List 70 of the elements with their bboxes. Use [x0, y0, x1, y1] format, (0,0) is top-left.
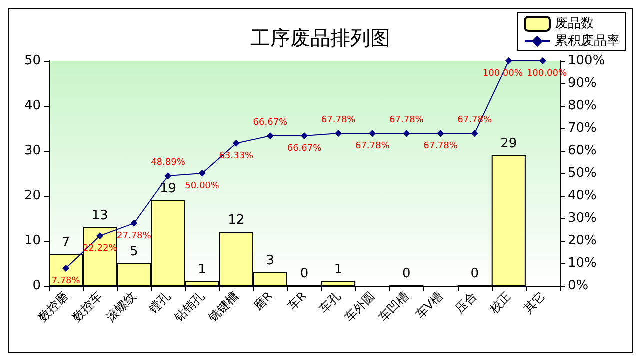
- x-tick-label: 校正: [486, 289, 514, 317]
- data-label: 67.78%: [355, 141, 390, 152]
- x-tick-label: 铣键槽: [205, 289, 242, 326]
- data-label: 50.00%: [185, 182, 220, 192]
- data-label: 12: [228, 213, 245, 228]
- data-label: 1: [334, 262, 343, 278]
- data-label: 66.67%: [287, 144, 322, 154]
- data-label: 66.67%: [253, 118, 288, 128]
- data-label: 67.78%: [321, 115, 356, 126]
- data-label: 48.89%: [151, 158, 186, 168]
- y2-tick-label: 50%: [568, 166, 597, 181]
- data-label: 5: [130, 244, 138, 260]
- data-label: 7: [62, 236, 70, 250]
- point: [62, 264, 70, 272]
- x-tick-label: 钻销孔: [171, 289, 208, 326]
- point: [369, 130, 376, 137]
- x-tick-label: 车V槽: [413, 289, 446, 322]
- point: [232, 140, 240, 148]
- point: [471, 130, 478, 137]
- point: [96, 232, 104, 240]
- y-tick-label: 10: [24, 234, 41, 248]
- x-tick-label: 磨R: [251, 289, 276, 314]
- point: [403, 130, 410, 137]
- data-label: 3: [266, 254, 275, 268]
- x-tick-label: 车外圆: [342, 289, 378, 324]
- y2-tick-label: 60%: [568, 144, 597, 158]
- point: [301, 132, 308, 140]
- data-label: 27.78%: [117, 231, 152, 242]
- data-label: 13: [92, 208, 108, 224]
- point: [335, 130, 342, 137]
- data-label: 67.78%: [424, 141, 458, 152]
- y2-tick-label: 90%: [568, 76, 597, 91]
- x-tick-label: 车孔: [316, 289, 344, 316]
- x-tick-label: 压合: [452, 289, 480, 316]
- y-tick-label: 30: [24, 144, 41, 158]
- point: [130, 220, 138, 227]
- y2-tick-label: 20%: [568, 234, 597, 248]
- chart-title: 工序废品排列图: [250, 26, 390, 50]
- point: [539, 58, 546, 64]
- y2-tick-label: 30%: [568, 211, 597, 226]
- x-tick-label: 镗孔: [146, 289, 174, 317]
- y2-tick-label: 0%: [568, 278, 589, 294]
- data-label: 0: [300, 266, 309, 282]
- data-label: 0: [402, 266, 411, 282]
- y2-tick-label: 70%: [568, 121, 597, 136]
- legend-label: 累积废品率: [555, 33, 620, 49]
- data-label: 29: [500, 136, 518, 152]
- y2-tick-label: 100%: [568, 54, 606, 68]
- point: [164, 172, 172, 180]
- x-tick-label: 车R: [285, 289, 310, 314]
- x-tick-label: 其它: [521, 289, 548, 316]
- data-label: 1: [198, 262, 206, 278]
- x-tick-label: 滚螺纹: [104, 289, 140, 324]
- point: [198, 170, 206, 177]
- data-label: 19: [160, 182, 177, 196]
- point: [505, 58, 512, 64]
- y2-tick-label: 10%: [568, 256, 597, 271]
- y-tick-label: 20: [24, 188, 41, 204]
- legend-label: 废品数: [555, 16, 594, 32]
- y-tick-label: 40: [24, 98, 41, 114]
- data-label: 0: [470, 266, 479, 282]
- y2-tick-label: 80%: [568, 98, 597, 114]
- x-tick-label: 车凹槽: [376, 289, 412, 324]
- x-tick-label: 数控车: [70, 289, 106, 324]
- point: [266, 132, 274, 140]
- data-label: 67.78%: [390, 115, 424, 126]
- point: [437, 130, 444, 137]
- y-tick-label: 50: [24, 54, 41, 68]
- y2-tick-label: 40%: [568, 188, 597, 204]
- data-label: 7.78%: [52, 276, 81, 286]
